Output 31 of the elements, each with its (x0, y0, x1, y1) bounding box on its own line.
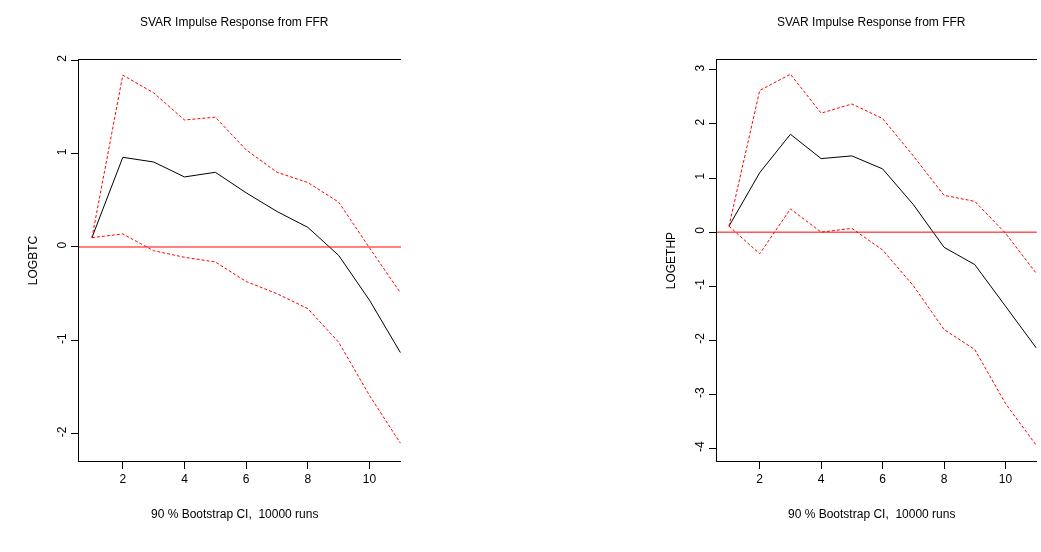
y-tick-label: 2 (55, 54, 70, 62)
y-tick-label: -4 (693, 441, 708, 453)
x-tick-label: 10 (362, 472, 377, 487)
y-axis-title: LOGETHP (664, 231, 679, 290)
line-series (91, 156, 401, 354)
y-tick-label: -2 (55, 426, 70, 438)
x-tick-label: 2 (119, 472, 127, 487)
text: 90 % Bootstrap CI, 10000 runs (788, 507, 956, 521)
x-tick-label: 6 (242, 472, 250, 487)
line-series (728, 133, 1037, 349)
x-tick-label: 10 (998, 472, 1013, 487)
y-tick-label: 3 (693, 64, 708, 72)
text: 90 % Bootstrap CI, 10000 runs (151, 507, 319, 521)
y-tick-label: 2 (693, 118, 708, 126)
x-tick-label: 8 (304, 472, 312, 487)
x-tick-label: 4 (181, 472, 189, 487)
y-tick-label: -1 (55, 332, 70, 344)
y-tick-label: 0 (55, 241, 70, 249)
x-tick-label: 6 (879, 472, 887, 487)
y-tick-label: -1 (693, 278, 708, 290)
y-tick-label: 0 (693, 226, 708, 234)
x-tick-label: 8 (940, 472, 948, 487)
x-tick-label: 4 (817, 472, 825, 487)
y-axis-title: LOGBTC (26, 235, 41, 286)
y-tick-label: -3 (693, 386, 708, 398)
y-tick-label: -2 (693, 332, 708, 344)
y-tick-label: 1 (55, 148, 70, 156)
y-tick-label: 1 (693, 172, 708, 180)
x-tick-label: 2 (756, 472, 764, 487)
chart-title: SVAR Impulse Response from FFR (140, 15, 329, 29)
chart-title: SVAR Impulse Response from FFR (777, 15, 966, 29)
